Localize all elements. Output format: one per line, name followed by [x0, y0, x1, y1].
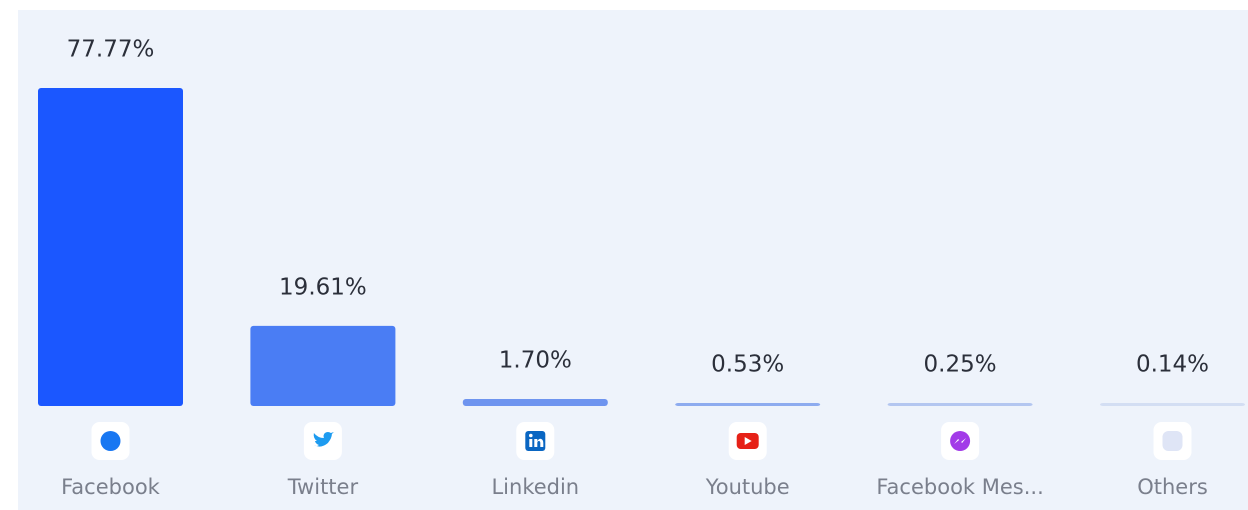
- value-label: 0.25%: [924, 352, 997, 378]
- icon-glyph: [954, 438, 967, 444]
- bar: [38, 88, 183, 406]
- category-label: Facebook: [61, 475, 161, 499]
- value-label: 1.70%: [499, 348, 572, 374]
- category-icon: [303, 422, 342, 460]
- category-label: Youtube: [705, 475, 790, 499]
- icon-glyph: [100, 431, 121, 451]
- icon-glyph: [529, 439, 533, 447]
- value-label: 77.77%: [67, 37, 155, 63]
- category-icon: [516, 422, 555, 460]
- icon-glyph: [313, 432, 334, 447]
- category-icon: [941, 422, 980, 460]
- category-icon: [1153, 422, 1192, 460]
- icon-glyph: [950, 431, 971, 451]
- category-icon: [728, 422, 767, 460]
- category-label: Linkedin: [491, 475, 579, 499]
- category-icon: [91, 422, 130, 460]
- icon-glyph: [744, 437, 752, 445]
- bar: [462, 399, 608, 406]
- icon-glyph: [529, 433, 533, 438]
- category-label: Twitter: [287, 475, 359, 499]
- value-label: 0.14%: [1136, 352, 1209, 378]
- icon-glyph: [1162, 431, 1183, 451]
- value-label: 0.53%: [711, 352, 784, 378]
- bar: [250, 325, 396, 406]
- category-label: Others: [1137, 475, 1208, 499]
- bar: [887, 403, 1033, 406]
- bar: [675, 403, 821, 406]
- category-label: Facebook Mes...: [876, 475, 1043, 499]
- bar: [1100, 403, 1245, 406]
- chart-background: [18, 10, 1248, 510]
- value-label: 19.61%: [279, 274, 367, 300]
- icon-glyph: [534, 438, 544, 447]
